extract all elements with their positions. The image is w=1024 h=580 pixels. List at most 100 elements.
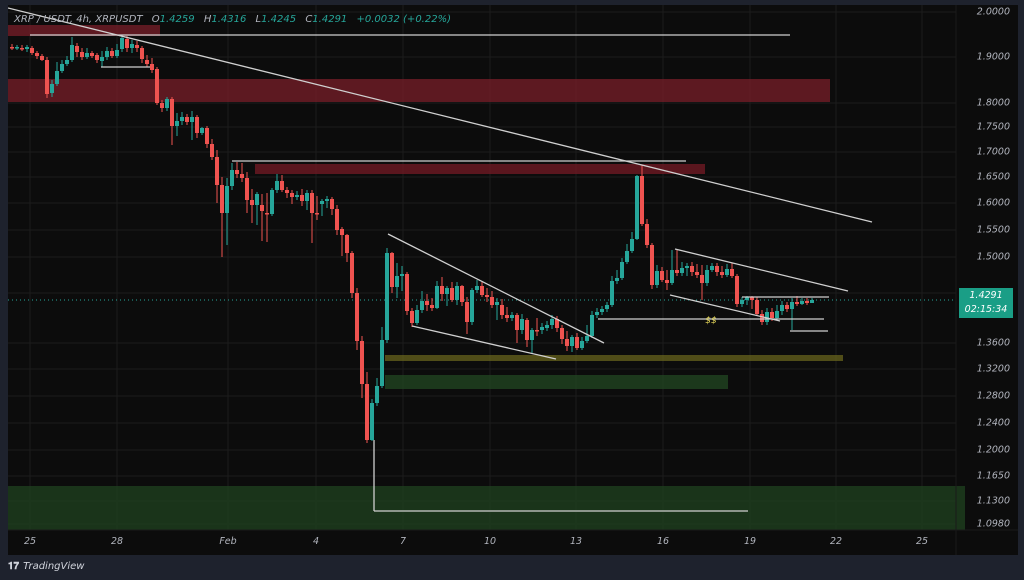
candle <box>15 45 19 50</box>
price-tick-label: 1.2000 <box>976 444 1010 456</box>
time-tick-label: 25 <box>915 536 929 547</box>
candle <box>510 312 514 321</box>
candle <box>455 282 459 305</box>
time-tick-label: 19 <box>743 536 757 547</box>
price-tick-label: 1.7500 <box>976 121 1010 133</box>
candle <box>205 126 209 148</box>
price-tick-label: 1.1650 <box>976 470 1010 482</box>
candle <box>765 308 769 325</box>
candle <box>85 48 89 59</box>
candle <box>530 328 534 354</box>
candle <box>625 244 629 264</box>
candle <box>560 325 564 344</box>
time-tick-label: 10 <box>483 536 497 547</box>
demand-zone-bottom[interactable] <box>8 486 965 530</box>
close-value: 1.4291 <box>312 14 348 25</box>
chart-panel[interactable]: $$ XRP / USDT, 4h, XRPUSDT O1.4259 H1.43… <box>8 5 1018 555</box>
candle <box>480 282 484 297</box>
price-tick-label: 2.0000 <box>976 6 1010 18</box>
supply-zone-1.66[interactable] <box>255 164 705 174</box>
candle <box>135 41 139 52</box>
liquidity-annotation: $$ <box>705 316 717 326</box>
candle <box>65 56 69 66</box>
candle <box>45 57 49 98</box>
demand-zone-1.30[interactable] <box>385 375 728 389</box>
time-tick-label: 4 <box>312 536 320 547</box>
flag-upper[interactable] <box>674 248 849 292</box>
candle <box>650 243 654 289</box>
candle <box>300 189 304 206</box>
candle <box>195 115 199 138</box>
candle <box>600 306 604 315</box>
candle <box>715 263 719 276</box>
candle <box>355 288 359 350</box>
candle <box>390 252 394 293</box>
candle <box>740 297 744 307</box>
candle <box>520 314 524 334</box>
supply-zone-top[interactable] <box>8 25 160 36</box>
candle <box>20 45 24 51</box>
candle <box>490 291 494 308</box>
candle <box>435 281 439 309</box>
candle <box>415 305 419 325</box>
candle <box>225 178 229 245</box>
candle <box>805 298 809 305</box>
candle <box>325 196 329 208</box>
tradingview-logo[interactable]: 𝟏𝟕 TradingView <box>8 561 85 572</box>
supply-zone-1.85[interactable] <box>8 79 830 102</box>
flag-lower[interactable] <box>669 294 781 322</box>
candle <box>730 263 734 278</box>
candle <box>720 266 724 278</box>
price-tick-label: 1.5000 <box>976 251 1010 263</box>
wedge-upper[interactable] <box>387 233 605 344</box>
candle <box>570 335 574 352</box>
candle <box>285 187 289 198</box>
candle <box>660 267 664 282</box>
current-price-tag: 1.4291 02:15:34 <box>959 288 1013 318</box>
price-tick-label: 1.2400 <box>976 417 1010 429</box>
candle <box>605 302 609 312</box>
candle <box>370 399 374 441</box>
candle <box>260 194 264 241</box>
yellow-zone-1.335[interactable] <box>385 355 843 361</box>
candle <box>385 248 389 343</box>
candle <box>395 263 399 298</box>
wedge-lower[interactable] <box>411 325 557 360</box>
candle <box>425 294 429 311</box>
candle <box>60 60 64 73</box>
candle <box>375 378 379 406</box>
candle <box>130 40 134 53</box>
candle <box>150 58 154 73</box>
candle <box>760 310 764 325</box>
candlestick-plot[interactable]: $$ <box>8 5 1018 555</box>
long-downtrend[interactable] <box>8 7 873 223</box>
candle <box>145 55 149 67</box>
candle <box>750 296 754 309</box>
candle <box>680 262 684 276</box>
candle <box>55 62 59 86</box>
price-tick-label: 1.0980 <box>976 518 1010 530</box>
candle <box>615 270 619 284</box>
candle <box>630 232 634 253</box>
candle <box>360 336 364 398</box>
candle <box>290 190 294 204</box>
candle <box>270 188 274 216</box>
candle <box>545 321 549 331</box>
candle <box>70 37 74 62</box>
candle <box>635 175 639 240</box>
candle <box>190 111 194 140</box>
time-tick-label: Feb <box>219 536 237 547</box>
open-value: 1.4259 <box>159 14 195 25</box>
candle <box>200 127 204 135</box>
candle <box>10 44 14 50</box>
change-value: +0.0032 (+0.22%) <box>356 14 451 25</box>
candle <box>640 165 644 226</box>
candle <box>525 318 529 347</box>
candle <box>675 250 679 276</box>
symbol-title[interactable]: XRP / USDT, 4h, XRPUSDT <box>14 14 143 25</box>
candle <box>30 46 34 55</box>
candle <box>75 43 79 57</box>
candle <box>120 36 124 52</box>
candle <box>35 51 39 59</box>
price-tick-label: 1.9000 <box>976 51 1010 63</box>
